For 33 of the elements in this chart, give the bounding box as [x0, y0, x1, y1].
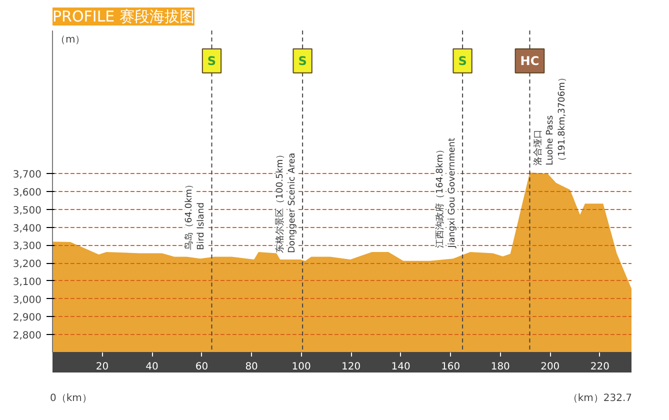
- annotation: S: [298, 54, 307, 68]
- x-tick-label: 120: [342, 362, 361, 372]
- x-tick-label: 220: [590, 362, 610, 372]
- chart-title: PROFILE 赛段海拔图: [52, 8, 194, 26]
- ref-line-label: 江西沟政府（164.8km） Jiangxi Gou Government: [434, 137, 458, 249]
- x-tick-label: 180: [490, 362, 510, 372]
- y-tick-label: 3,100: [12, 276, 42, 288]
- y-axis-title: （m）: [56, 34, 86, 46]
- y-tick-label: 2,900: [12, 312, 42, 324]
- x-tick-label: 60: [195, 362, 208, 372]
- ref-line-label: 鸟岛（64.0km） Bird Island: [184, 180, 207, 250]
- x-tick-label: 140: [391, 362, 410, 372]
- x-tick-label: 160: [441, 362, 460, 372]
- y-tick-label: 3,000: [12, 294, 42, 306]
- x-tick-label: 200: [540, 362, 560, 372]
- x-tick-label: 20: [96, 362, 109, 372]
- y-tick-label: 3,500: [12, 205, 42, 216]
- x-tick-label: 100: [292, 362, 311, 372]
- annotation: S: [458, 54, 467, 68]
- y-tick-label: 2,800: [12, 330, 42, 342]
- ref-line-label: 洛合垭口 Luohe Pass （191.8km,3706m）: [532, 73, 568, 166]
- x-tick-label: 80: [245, 362, 258, 372]
- text: 0（km）: [50, 392, 92, 406]
- annotation: S: [207, 54, 216, 68]
- x-tick-label: 40: [146, 362, 158, 372]
- y-tick-label: 3,300: [12, 241, 42, 252]
- y-tick-label: 3,200: [12, 259, 42, 270]
- y-tick-label: 3,600: [12, 188, 42, 198]
- ref-line-label: 东格尔景区（100.5km） Donggeer Scenic Area: [274, 150, 298, 253]
- y-tick-label: 3,400: [12, 223, 42, 234]
- annotation: HC: [520, 54, 540, 68]
- text: （km）232.7: [568, 392, 632, 406]
- y-tick-label: 3,700: [12, 170, 42, 181]
